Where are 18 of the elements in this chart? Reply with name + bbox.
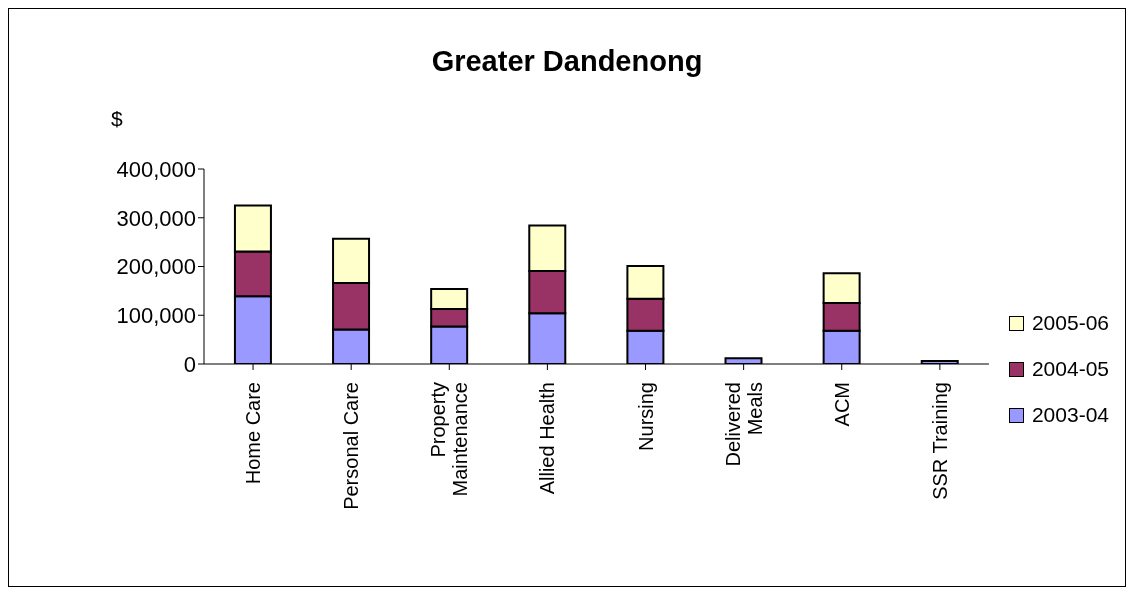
x-tick-label: Delivered Meals [721, 382, 766, 467]
x-tick-label: Property Maintenance [427, 382, 472, 497]
x-tick-label: Nursing [634, 382, 657, 451]
chart-title: Greater Dandenong [430, 45, 704, 78]
y-tick-label: 200,000 [116, 254, 196, 280]
legend-label: 2004-05 [1031, 357, 1109, 381]
y-tick-label: 300,000 [116, 205, 196, 231]
y-tick-label: 0 [183, 351, 196, 377]
x-tick-label: Allied Health [536, 382, 559, 495]
y-tick-label: 100,000 [116, 303, 196, 329]
legend-label: 2003-04 [1031, 403, 1109, 427]
x-tick-label: Home Care [242, 382, 265, 485]
y-tick-label: 400,000 [116, 156, 196, 182]
x-tick-label: SSR Training [928, 382, 951, 500]
x-tick-label: ACM [830, 382, 853, 427]
y-axis-title: $ [111, 107, 123, 131]
legend-label: 2005-06 [1031, 311, 1109, 335]
x-tick-label: Personal Care [340, 382, 363, 510]
